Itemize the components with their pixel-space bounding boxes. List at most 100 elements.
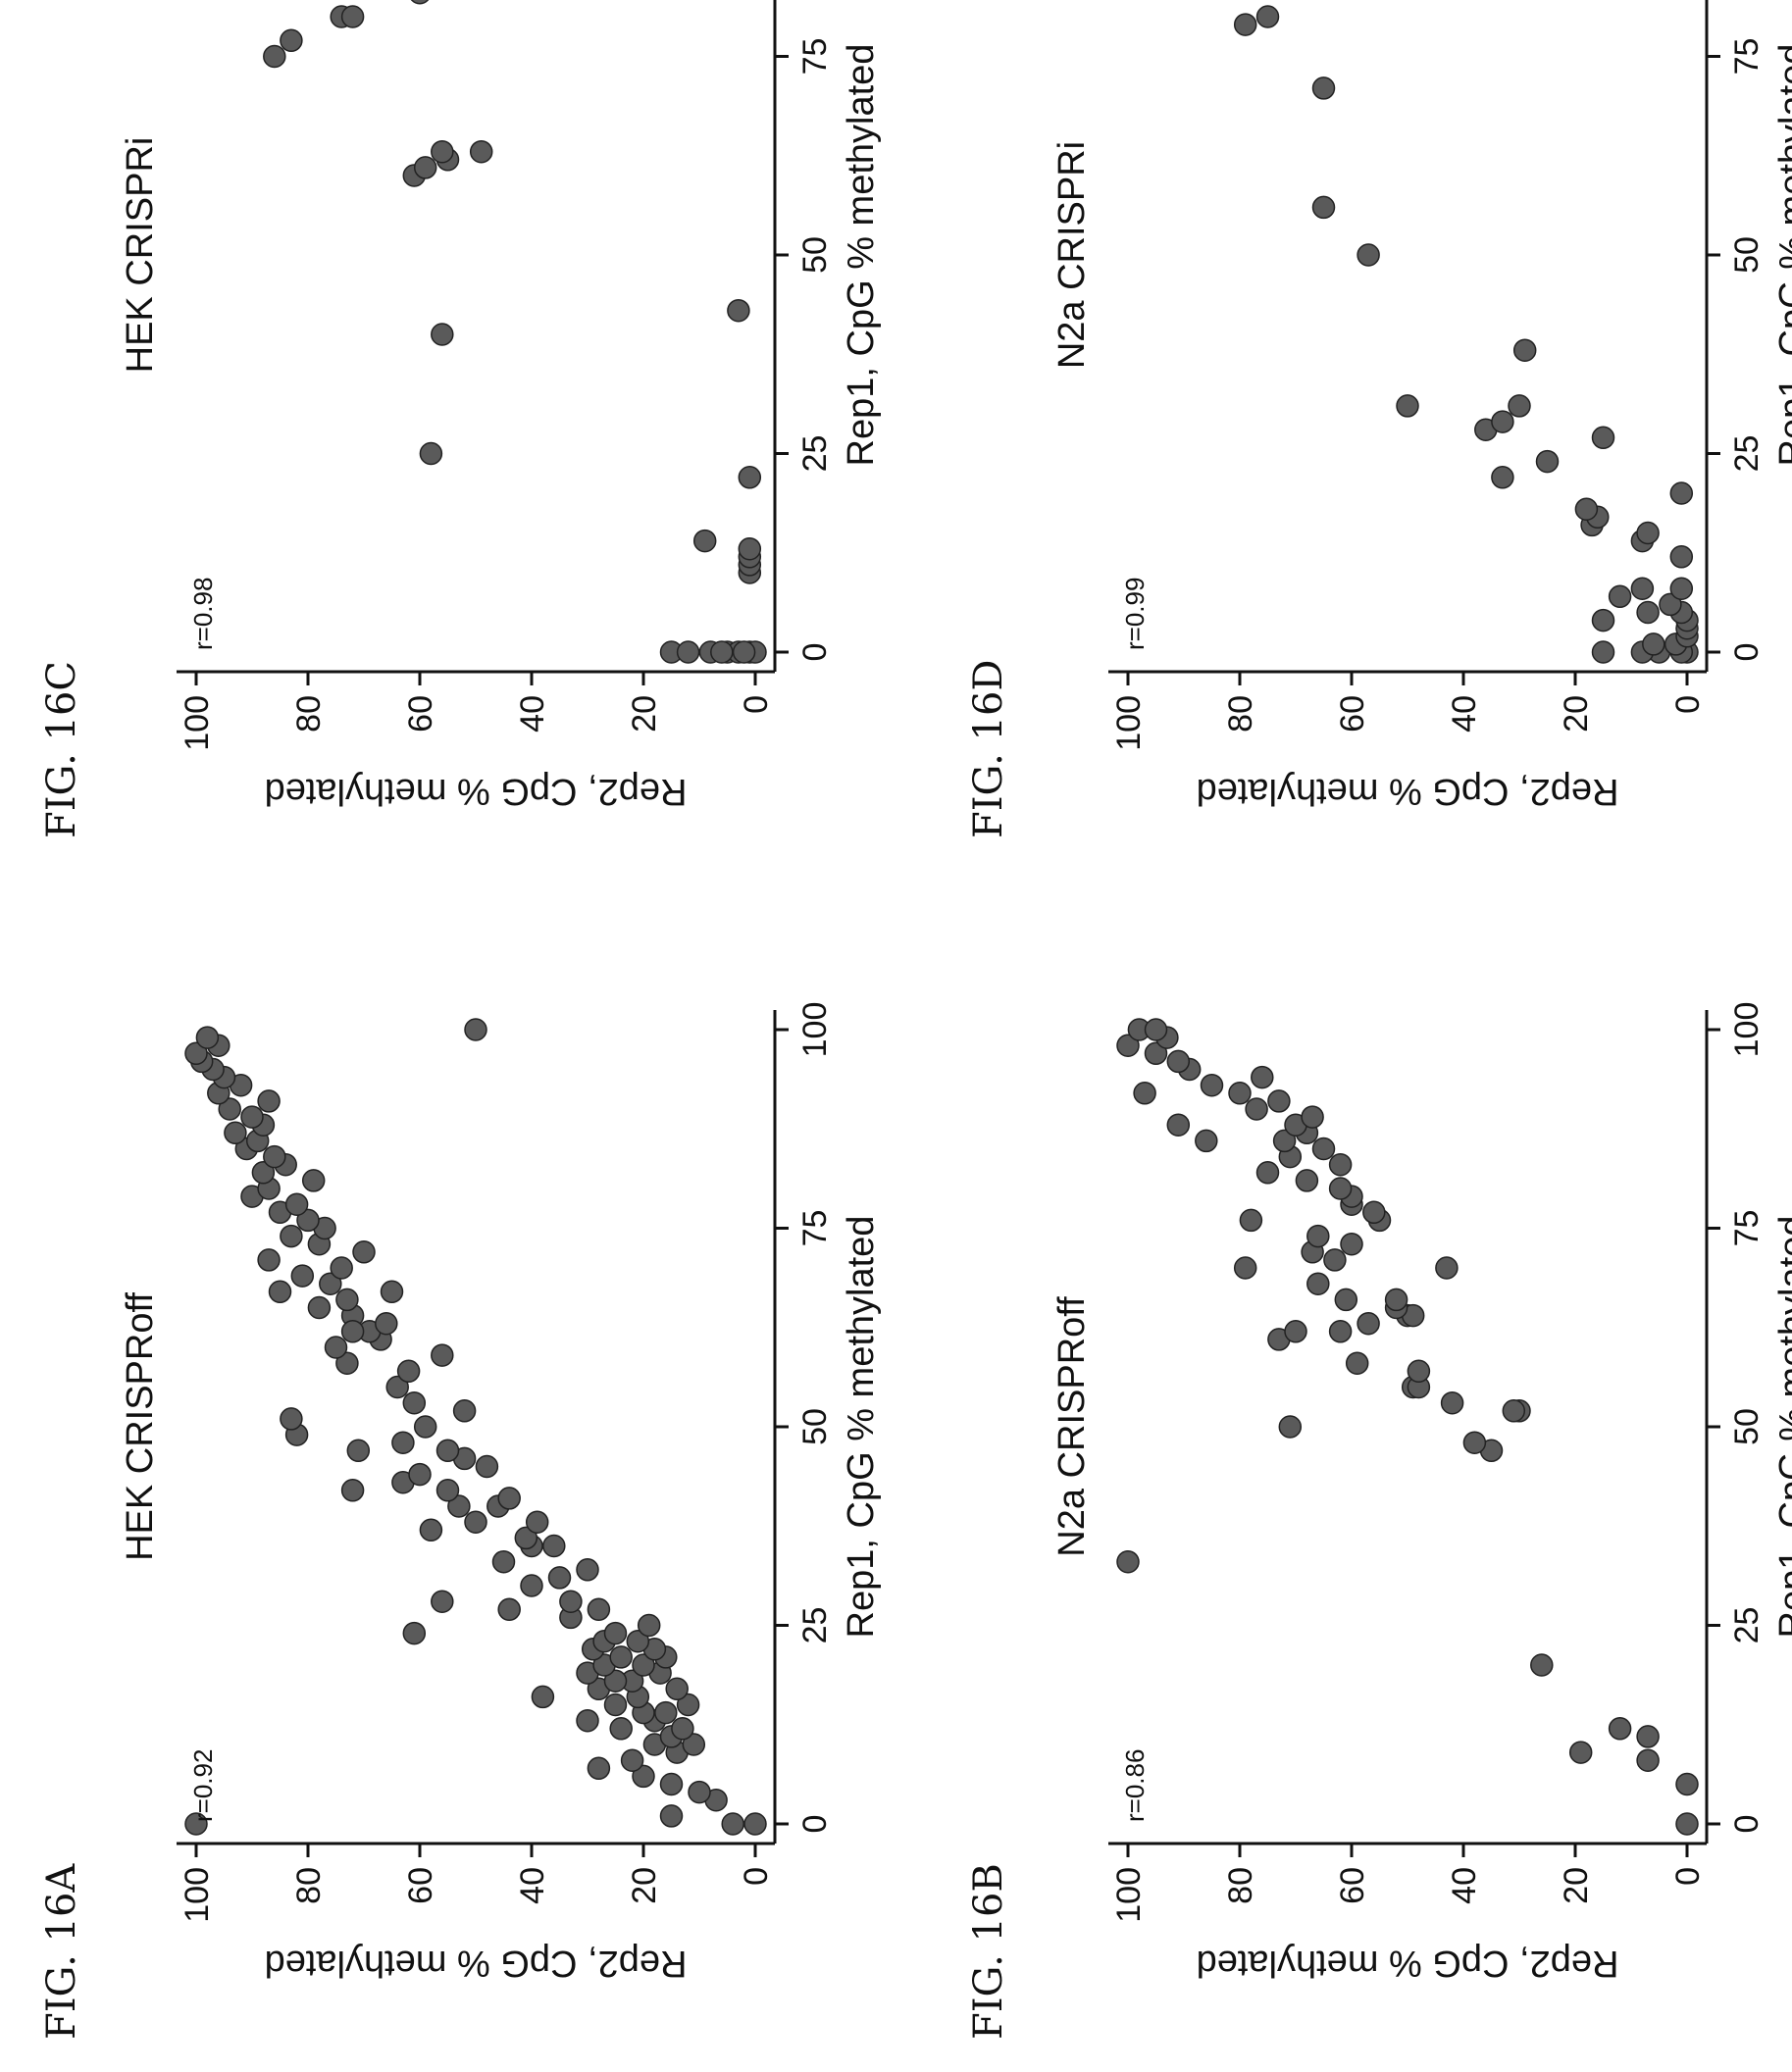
data-point [1311, 1137, 1336, 1161]
data-point [1133, 1082, 1156, 1105]
scatter-points [184, 1018, 767, 1836]
data-point [280, 1407, 303, 1431]
y-tick-label: 20 [626, 1867, 663, 1904]
data-point [1608, 584, 1632, 609]
data-point [475, 1454, 499, 1479]
data-point [396, 1359, 421, 1384]
data-point [1591, 608, 1615, 632]
y-tick-label: 80 [290, 695, 328, 733]
y-tick-label: 40 [514, 1867, 551, 1904]
data-point [380, 1280, 404, 1304]
y-tick-label: 80 [1222, 695, 1259, 733]
data-point [1166, 1113, 1191, 1137]
data-point [576, 1708, 599, 1733]
data-point [263, 1144, 286, 1169]
data-point [1357, 243, 1380, 267]
data-point [419, 1518, 443, 1542]
x-axis-label: Rep1, CpG % methylated [1772, 44, 1792, 467]
data-point [268, 1280, 292, 1304]
y-axis-label: Rep2, CpG % methylated [1197, 771, 1619, 812]
data-point [1233, 13, 1257, 36]
x-tick-label: 75 [1728, 1210, 1766, 1247]
data-point [1301, 1105, 1324, 1129]
data-point [1636, 1725, 1660, 1748]
x-tick-label: 0 [796, 1815, 834, 1834]
y-tick-label: 20 [1558, 1867, 1595, 1904]
data-point [1675, 1812, 1699, 1836]
y-tick-label: 80 [290, 1867, 328, 1904]
data-point [1340, 1232, 1363, 1256]
chart-title: N2a CRISPRoff [1051, 1296, 1093, 1557]
data-point [447, 1494, 471, 1518]
x-tick-label: 50 [796, 1408, 834, 1445]
y-tick-label: 20 [1558, 695, 1595, 733]
data-point [1328, 1177, 1353, 1200]
data-point [1200, 1073, 1224, 1097]
data-point [732, 640, 756, 664]
panel-b: 0 25 50 75 100 0 20 40 60 80 100 N2a CRISPRoff r=0.8… [1030, 981, 1792, 2010]
data-point [1166, 1049, 1191, 1074]
data-point [435, 1479, 460, 1502]
data-point [587, 1597, 611, 1622]
data-point [542, 1534, 566, 1558]
data-point [240, 1105, 264, 1129]
x-axis-label: Rep1, CpG % methylated [841, 44, 882, 467]
data-point [665, 1677, 689, 1701]
x-tick-label: 25 [1728, 1607, 1766, 1644]
data-point [257, 1089, 281, 1113]
data-point [408, 1462, 432, 1487]
data-point [402, 1390, 427, 1415]
y-tick-label: 0 [738, 695, 775, 714]
data-point [743, 1812, 767, 1836]
data-point [296, 1208, 320, 1233]
correlation-annotation: r=0.99 [1120, 578, 1150, 650]
x-tick-label: 75 [1728, 38, 1766, 76]
x-tick-label: 0 [1728, 643, 1766, 662]
scatter-points [1116, 1018, 1699, 1836]
x-tick-label: 25 [1728, 435, 1766, 473]
y-tick-label: 40 [1446, 1867, 1483, 1904]
data-point [514, 1526, 538, 1550]
data-point [1272, 1129, 1297, 1153]
y-tick-label: 60 [1334, 1867, 1371, 1904]
x-tick-label: 100 [1728, 1002, 1766, 1058]
data-point [224, 1121, 247, 1145]
y-tick-label: 60 [402, 695, 439, 733]
data-point [1306, 1224, 1330, 1248]
chart-title: HEK CRISPRoff [120, 1292, 161, 1561]
data-point [324, 1336, 348, 1359]
data-point [1284, 1320, 1307, 1343]
data-point [1512, 338, 1537, 362]
data-point [676, 640, 700, 664]
y-tick-label: 0 [738, 1867, 775, 1886]
data-point [1228, 1082, 1252, 1105]
y-tick-label: 100 [179, 695, 216, 751]
data-point [531, 1685, 555, 1709]
data-point [1508, 394, 1531, 418]
data-point [721, 1812, 744, 1836]
data-point [1491, 410, 1514, 433]
data-point [290, 1264, 315, 1288]
data-point [346, 1439, 371, 1463]
data-point [1608, 1717, 1632, 1741]
data-point [1195, 1129, 1218, 1153]
scatter-points [263, 0, 767, 664]
data-point [738, 536, 762, 561]
data-point [335, 1351, 359, 1375]
data-point [431, 1590, 454, 1613]
data-point [1245, 1097, 1268, 1121]
data-point [469, 139, 493, 164]
data-point [431, 1343, 454, 1367]
scatter-points [1233, 5, 1699, 664]
data-point [1659, 592, 1682, 617]
y-tick-label: 100 [1110, 1867, 1148, 1923]
data-point [1636, 1748, 1660, 1772]
data-point [1642, 632, 1665, 656]
x-tick-label: 50 [796, 236, 834, 274]
data-point [1311, 195, 1336, 220]
y-tick-label: 20 [626, 695, 663, 733]
data-point [688, 1780, 711, 1804]
data-point [1407, 1359, 1431, 1384]
fig-label-a: FIG. 16A [39, 1863, 84, 2040]
